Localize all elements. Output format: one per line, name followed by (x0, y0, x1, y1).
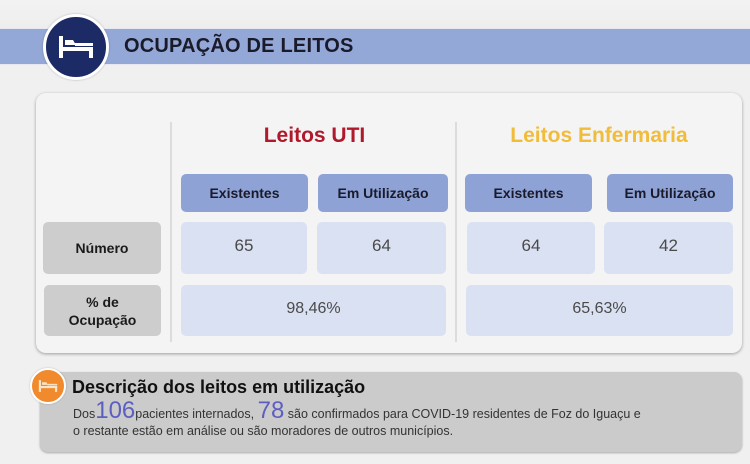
row-label-numero: Número (43, 222, 161, 274)
uti-existentes-header: Existentes (181, 174, 308, 212)
total-internados: 106 (95, 397, 136, 424)
header-bed-badge (43, 14, 109, 80)
row-label-ocupacao: % de Ocupação (44, 285, 161, 336)
bed-icon (59, 36, 93, 58)
column-divider-right (455, 122, 457, 342)
enfermaria-em-utilizacao-value: 42 (604, 222, 733, 274)
row-label-ocupacao-line1: % de (86, 293, 119, 310)
enfermaria-ocupacao-value: 65,63% (466, 285, 733, 336)
group-title-enfermaria: Leitos Enfermaria (510, 124, 688, 147)
bed-icon (38, 380, 58, 392)
description-text: Dos106pacientes internados, 78 são confi… (73, 399, 723, 440)
description-bed-badge (30, 368, 66, 404)
description-panel (40, 372, 742, 452)
uti-em-utilizacao-header: Em Utilização (318, 174, 448, 212)
description-line1-end: são confirmados para COVID-19 residentes… (287, 407, 641, 421)
enfermaria-existentes-header: Existentes (465, 174, 592, 212)
description-line2: o restante estão em análise ou são morad… (73, 424, 454, 438)
enfermaria-existentes-value: 64 (467, 222, 595, 274)
confirmados-count: 78 (257, 397, 285, 424)
description-mid: pacientes internados, (135, 407, 255, 421)
page-title: OCUPAÇÃO DE LEITOS (124, 35, 354, 57)
uti-existentes-value: 65 (181, 222, 307, 274)
group-title-uti: Leitos UTI (263, 124, 366, 147)
row-label-ocupacao-line2: Ocupação (68, 311, 137, 328)
enfermaria-em-utilizacao-header: Em Utilização (607, 174, 733, 212)
column-divider-left (170, 122, 172, 342)
uti-ocupacao-value: 98,46% (181, 285, 446, 336)
description-title: Descrição dos leitos em utilização (72, 377, 366, 397)
top-background (0, 0, 750, 28)
header-bar (0, 28, 750, 65)
description-prefix: Dos (73, 407, 96, 421)
row-label-numero-text: Número (75, 240, 129, 256)
uti-em-utilizacao-value: 64 (317, 222, 446, 274)
